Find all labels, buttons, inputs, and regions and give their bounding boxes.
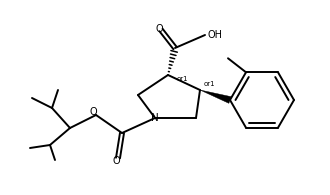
Text: O: O [155, 24, 163, 34]
Text: O: O [89, 107, 97, 117]
Text: OH: OH [208, 30, 222, 40]
Text: N: N [151, 113, 159, 123]
Text: O: O [112, 156, 120, 166]
Text: or1: or1 [177, 76, 189, 82]
Text: or1: or1 [204, 81, 215, 87]
Polygon shape [200, 90, 231, 103]
